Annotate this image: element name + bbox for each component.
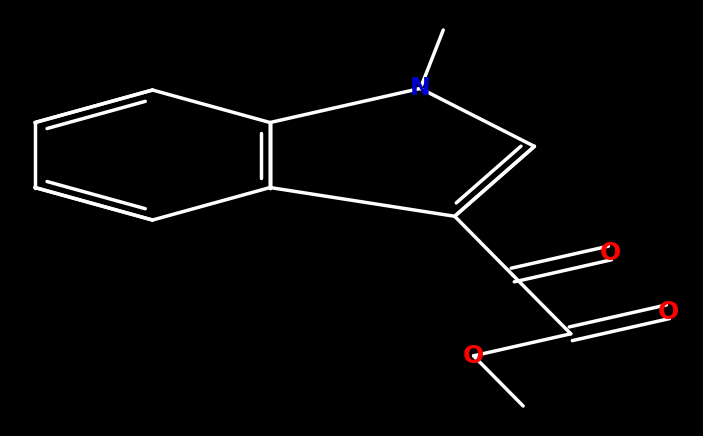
Text: O: O: [463, 344, 484, 368]
Text: N: N: [410, 76, 431, 100]
Text: O: O: [657, 300, 678, 324]
Text: O: O: [600, 241, 621, 265]
